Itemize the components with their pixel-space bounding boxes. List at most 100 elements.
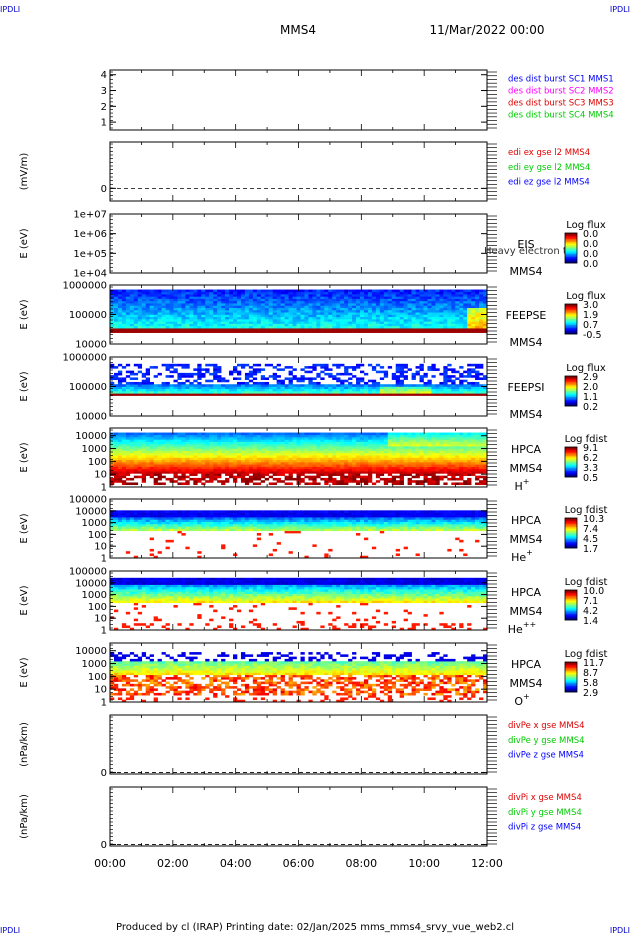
colorbar-title: Log flux	[566, 291, 606, 302]
spectrogram-cell	[177, 330, 182, 333]
spectrogram-cell	[197, 294, 202, 297]
spectrogram-cell	[387, 393, 393, 396]
spectrogram-cell	[363, 300, 369, 304]
spectrogram-cell	[213, 388, 218, 392]
spectrogram-cell	[340, 439, 345, 442]
spectrogram-cell	[312, 323, 317, 327]
spectrogram-cell	[110, 309, 115, 313]
spectrogram-cell	[391, 457, 397, 461]
spectrogram-cell	[479, 366, 484, 369]
spectrogram-cell	[133, 462, 139, 465]
spectrogram-cell	[360, 464, 365, 467]
spectrogram-cell	[439, 296, 444, 299]
spectrogram-cell	[276, 466, 281, 470]
spectrogram-cell	[423, 312, 428, 315]
spectrogram-cell	[320, 300, 325, 304]
spectrogram-cell	[399, 296, 404, 299]
spectrogram-cell	[435, 462, 440, 465]
spectrogram-cell	[133, 298, 139, 302]
spectrogram-cell	[129, 291, 135, 295]
spectrogram-cell	[312, 441, 317, 445]
spectrogram-cell	[181, 309, 186, 313]
spectrogram-cell	[288, 448, 293, 451]
spectrogram-cell	[276, 325, 281, 329]
spectrogram-cell	[288, 462, 293, 465]
spectrogram-cell	[399, 323, 404, 327]
spectrogram-cell	[256, 468, 262, 472]
spectrogram-cell	[332, 363, 337, 367]
spectrogram-cell	[411, 296, 416, 299]
spectrogram-cell	[336, 305, 341, 308]
spectrogram-cell	[463, 316, 468, 320]
spectrogram-cell	[324, 294, 329, 297]
spectrogram-cell	[304, 296, 309, 299]
spectrogram-cell	[229, 307, 234, 311]
spectrogram-cell	[137, 393, 143, 396]
spectrogram-cell	[280, 443, 285, 447]
spectrogram-cell	[177, 446, 182, 449]
spectrogram-cell	[340, 482, 345, 486]
spectrogram-cell	[201, 289, 206, 293]
spectrogram-cell	[439, 384, 444, 387]
spectrogram-cell	[292, 325, 297, 329]
spectrogram-cell	[431, 441, 436, 445]
spectrogram-cell	[348, 393, 353, 396]
spectrogram-cell	[117, 462, 123, 465]
spectrogram-cell	[229, 316, 234, 320]
spectrogram-cell	[284, 328, 289, 331]
spectrogram-cell	[133, 471, 139, 474]
spectrogram-cell	[121, 291, 127, 295]
spectrogram-cell	[113, 450, 119, 454]
spectrogram-cell	[264, 434, 270, 438]
spectrogram-cell	[217, 377, 222, 380]
spectrogram-cell	[284, 462, 289, 465]
spectrogram-cell	[423, 443, 428, 447]
spectrogram-cell	[145, 330, 150, 333]
spectrogram-cell	[133, 459, 139, 463]
spectrogram-cell	[348, 366, 353, 369]
spectrogram-cell	[169, 462, 174, 465]
spectrogram-cell	[415, 328, 420, 331]
spectrogram-cell	[248, 366, 254, 369]
spectrogram-cell	[145, 437, 150, 440]
spectrogram-cell	[455, 391, 460, 394]
spectrogram-cell	[304, 468, 309, 472]
spectrogram-cell	[252, 303, 258, 306]
spectrogram-cell	[363, 372, 369, 376]
spectrogram-cell	[435, 314, 440, 318]
spectrogram-cell	[149, 448, 154, 451]
spectrogram-cell	[304, 452, 309, 456]
spectrogram-cell	[336, 439, 341, 442]
spectrogram-cell	[292, 314, 297, 318]
spectrogram-cell	[328, 443, 333, 447]
spectrogram-cell	[344, 330, 349, 333]
spectrogram-cell	[110, 446, 115, 449]
spectrogram-cell	[264, 377, 270, 380]
spectrogram-cell	[336, 314, 341, 318]
spectrogram-cell	[236, 468, 242, 472]
spectrogram-cell	[161, 307, 166, 311]
spectrogram-cell	[415, 330, 420, 333]
spectrogram-cell	[340, 309, 345, 313]
spectrogram-cell	[348, 323, 353, 327]
spectrogram-cell	[117, 464, 123, 467]
spectrogram-cell	[157, 450, 162, 454]
spectrogram-cell	[236, 300, 242, 304]
spectrogram-cell	[110, 312, 115, 315]
spectrogram-cell	[427, 386, 432, 390]
spectrogram-cell	[177, 443, 182, 447]
spectrogram-cell	[352, 366, 357, 369]
spectrogram-cell	[141, 471, 147, 474]
spectrogram-cell	[272, 386, 277, 390]
spectrogram-cell	[121, 289, 127, 293]
spectrogram-cell	[324, 446, 329, 449]
spectrogram-cell	[177, 441, 182, 445]
spectrogram-cell	[304, 325, 309, 329]
spectrogram-cell	[205, 328, 210, 331]
legend-entry: edi ey gse l2 MMS4	[508, 163, 590, 173]
spectrogram-cell	[463, 291, 468, 295]
spectrogram-cell	[419, 330, 424, 333]
spectrogram-cell	[113, 462, 119, 465]
spectrogram-cell	[411, 434, 416, 438]
spectrogram-cell	[113, 446, 119, 449]
